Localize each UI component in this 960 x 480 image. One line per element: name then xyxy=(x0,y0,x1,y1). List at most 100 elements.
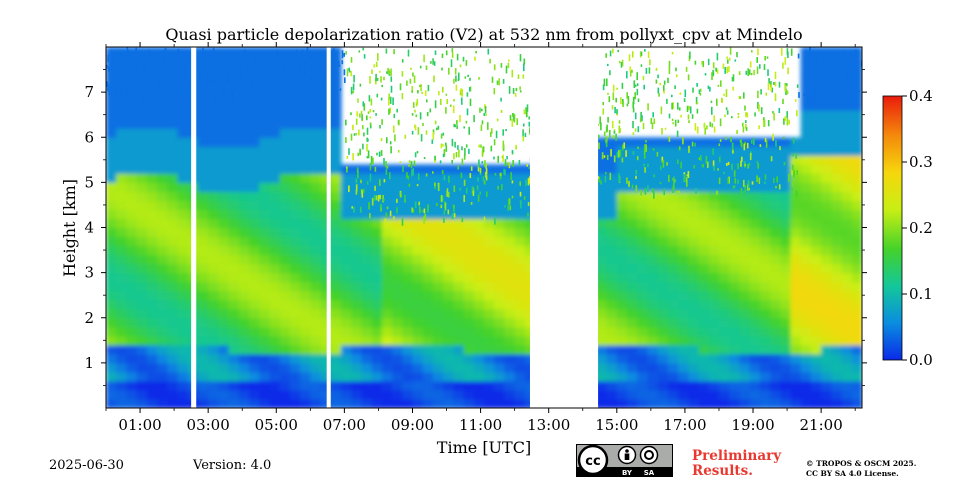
heatmap-speckle-point xyxy=(245,83,247,88)
heatmap-speckle-point xyxy=(644,167,646,173)
heatmap-cell xyxy=(177,119,189,129)
heatmap-speckle-point xyxy=(640,51,643,56)
heatmap-cell xyxy=(831,317,843,328)
heatmap-cell xyxy=(330,110,342,120)
heatmap-speckle-point xyxy=(307,95,310,99)
heatmap-speckle-point xyxy=(125,88,127,97)
heatmap-cell xyxy=(616,371,628,382)
heatmap-cell xyxy=(259,326,270,337)
heatmap-cell xyxy=(177,47,189,57)
heatmap-cell xyxy=(402,182,414,192)
heatmap-cell xyxy=(300,110,311,120)
heatmap-speckle-point xyxy=(783,118,785,125)
heatmap-cell xyxy=(351,380,362,391)
heatmap-cell xyxy=(167,245,179,256)
heatmap-cell xyxy=(647,362,659,373)
heatmap-speckle-point xyxy=(773,82,775,85)
heatmap-cell xyxy=(381,182,393,192)
heatmap-speckle-point xyxy=(485,113,487,116)
heatmap-cell xyxy=(790,308,802,319)
heatmap-speckle-point xyxy=(749,152,752,161)
heatmap-cell xyxy=(371,173,383,183)
heatmap-speckle-point xyxy=(437,125,440,130)
heatmap-cell xyxy=(637,308,648,319)
heatmap-speckle-point xyxy=(857,78,859,82)
heatmap-speckle-point xyxy=(225,100,227,106)
heatmap-cell xyxy=(106,47,117,57)
heatmap-cell xyxy=(708,380,720,391)
heatmap-cell xyxy=(698,227,710,238)
heatmap-cell xyxy=(729,362,740,373)
heatmap-speckle-point xyxy=(597,134,600,138)
heatmap-cell xyxy=(249,227,260,238)
heatmap-cell xyxy=(392,191,403,201)
heatmap-cell xyxy=(106,362,117,373)
heatmap-speckle-point xyxy=(767,82,770,91)
heatmap-speckle-point xyxy=(465,60,468,66)
heatmap-speckle-point xyxy=(640,111,642,120)
heatmap-cell xyxy=(106,56,117,66)
heatmap-cell xyxy=(279,92,291,102)
heatmap-speckle-point xyxy=(732,86,734,91)
heatmap-cell xyxy=(167,353,179,364)
heatmap-cell xyxy=(790,245,802,256)
heatmap-cell xyxy=(739,371,751,382)
heatmap-cell xyxy=(657,209,669,220)
heatmap-cell xyxy=(810,371,822,382)
heatmap-cell xyxy=(341,362,352,373)
heatmap-speckle-point xyxy=(478,144,480,148)
heatmap-cell xyxy=(770,335,781,346)
heatmap-speckle-point xyxy=(410,161,413,169)
heatmap-cell xyxy=(289,65,301,75)
heatmap-speckle-point xyxy=(626,177,628,184)
heatmap-cell xyxy=(821,362,832,373)
heatmap-cell xyxy=(637,182,648,192)
heatmap-speckle-point xyxy=(759,64,761,69)
heatmap-cell xyxy=(259,281,270,292)
heatmap-speckle-point xyxy=(421,91,424,95)
heatmap-cell xyxy=(831,155,843,165)
heatmap-cell xyxy=(790,353,802,364)
heatmap-cell xyxy=(167,254,179,265)
heatmap-cell xyxy=(167,299,179,310)
heatmap-cell xyxy=(351,191,362,201)
heatmap-speckle-point xyxy=(371,197,374,206)
heatmap-cell xyxy=(289,380,301,391)
heatmap-speckle-point xyxy=(246,90,249,94)
heatmap-cell xyxy=(320,164,332,174)
heatmap-cell xyxy=(300,254,311,265)
heatmap-cell xyxy=(851,371,862,382)
heatmap-speckle-point xyxy=(436,203,438,207)
heatmap-speckle-point xyxy=(786,83,788,87)
heatmap-cell xyxy=(392,290,403,301)
heatmap-cell xyxy=(116,236,127,247)
heatmap-cell xyxy=(749,353,761,364)
heatmap-speckle-point xyxy=(720,80,722,87)
heatmap-speckle-point xyxy=(617,49,619,53)
heatmap-cell xyxy=(851,164,862,174)
heatmap-cell xyxy=(392,308,403,319)
heatmap-cell xyxy=(647,227,659,238)
heatmap-cell xyxy=(688,164,700,174)
heatmap-cell xyxy=(106,254,117,265)
heatmap-speckle-point xyxy=(441,67,443,71)
heatmap-cell xyxy=(330,353,342,364)
heatmap-cell xyxy=(116,281,127,292)
heatmap-speckle-point xyxy=(519,54,522,62)
heatmap-cell xyxy=(698,236,710,247)
heatmap-cell xyxy=(606,380,618,391)
heatmap-speckle-point xyxy=(468,126,470,135)
heatmap-cell xyxy=(851,191,862,201)
heatmap-cell xyxy=(770,191,781,201)
heatmap-speckle-point xyxy=(812,57,814,63)
heatmap-speckle-point xyxy=(297,91,299,97)
heatmap-speckle-point xyxy=(361,114,363,121)
heatmap-speckle-point xyxy=(631,69,633,73)
heatmap-cell xyxy=(463,182,475,192)
heatmap-cell xyxy=(106,110,117,120)
heatmap-cell xyxy=(126,317,138,328)
heatmap-cell xyxy=(116,317,127,328)
heatmap-cell xyxy=(249,326,260,337)
heatmap-cell xyxy=(106,173,117,183)
heatmap-speckle-point xyxy=(728,57,731,61)
